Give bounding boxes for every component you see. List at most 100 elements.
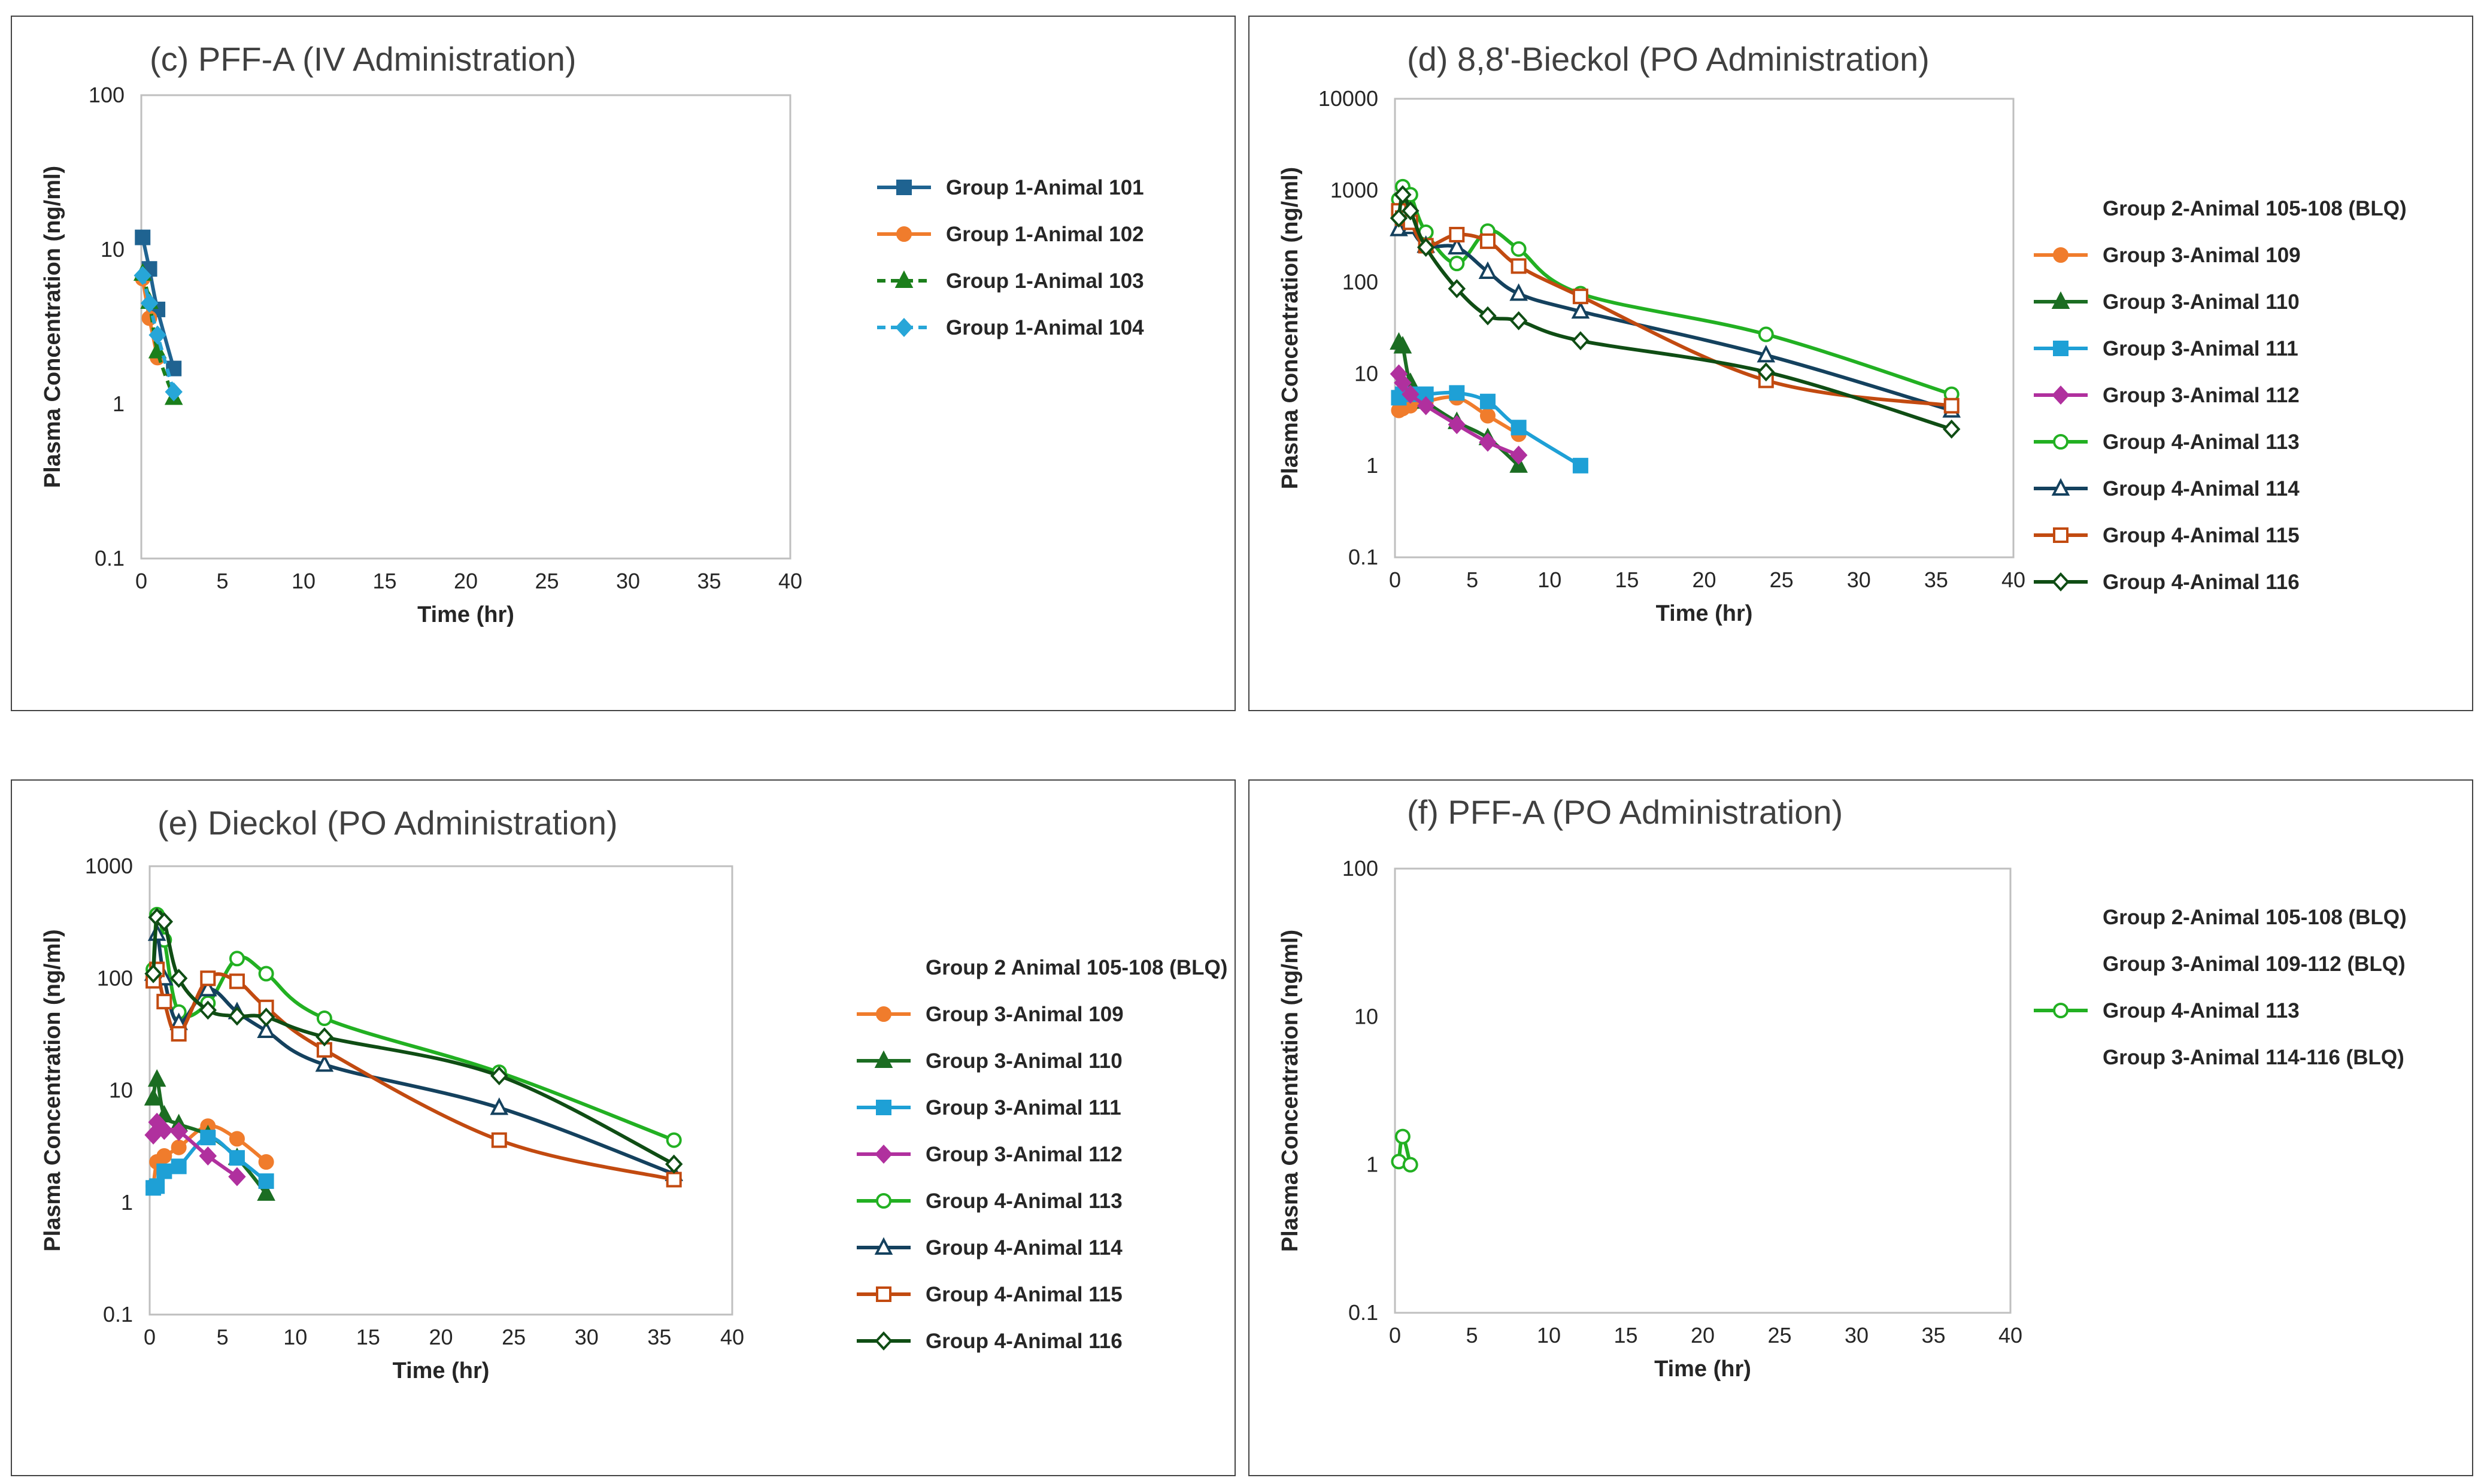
- legend-swatch-marker: [894, 270, 914, 288]
- y-tick-label: 10: [109, 1078, 133, 1103]
- data-point: [1449, 256, 1465, 272]
- legend: Group 2-Animal 105-108 (BLQ) Group 3-Anim…: [2034, 906, 2407, 1069]
- legend-label: Group 4-Animal 115: [2103, 524, 2300, 547]
- data-point: [1943, 397, 1960, 414]
- x-tick-label: 25: [502, 1325, 526, 1349]
- plot-area: [140, 94, 791, 560]
- legend-note: Group 2-Animal 105-108 (BLQ): [2103, 906, 2407, 929]
- chart-title: (f) PFF-A (PO Administration): [1407, 793, 1843, 831]
- data-point: [316, 1010, 332, 1027]
- legend-entry-group-4-animal-115: Group 4-Animal 115: [2034, 524, 2300, 547]
- data-point: [199, 1146, 217, 1166]
- data-point: [1572, 289, 1588, 305]
- legend-note: Group 3-Animal 109-112 (BLQ): [2103, 952, 2406, 976]
- chart-title: (e) Dieckol (PO Administration): [157, 804, 618, 842]
- legend-swatch-marker: [874, 1237, 893, 1255]
- data-point: [156, 1148, 172, 1164]
- chart-svg-pffa-po: (f) PFF-A (PO Administration) 0 5 10 15 20 25 3…: [1278, 793, 2407, 1382]
- data-point: [1394, 373, 1412, 393]
- x-tick-label: 25: [1770, 567, 1794, 592]
- data-point: [1572, 457, 1588, 474]
- legend-label: Group 3-Animal 112: [926, 1143, 1123, 1166]
- data-point: [229, 951, 245, 967]
- legend-label: Group 4-Animal 113: [2103, 430, 2300, 454]
- data-point: [1390, 218, 1408, 236]
- data-point: [134, 266, 151, 286]
- x-tick-label: 5: [217, 1325, 229, 1349]
- data-point: [1942, 419, 1961, 439]
- y-tick-label: 10: [101, 237, 125, 262]
- legend-label: Group 1-Animal 102: [946, 223, 1144, 246]
- legend-swatch-marker: [2053, 1003, 2069, 1018]
- legend-swatch-marker: [875, 1331, 893, 1351]
- data-point: [1449, 385, 1465, 401]
- data-point: [257, 1183, 275, 1201]
- chart-svg-dieckol-po: (e) Dieckol (PO Administration) 0 5 10 15 20 2…: [40, 804, 1227, 1383]
- data-point: [144, 1088, 163, 1106]
- legend: Group 2 Animal 105-108 (BLQ) Group 3-Anim…: [857, 956, 1227, 1353]
- data-point: [156, 1163, 172, 1179]
- x-tick-label: 25: [535, 569, 559, 593]
- data-point: [228, 1167, 246, 1186]
- x-tick-label: 0: [1389, 567, 1401, 592]
- legend-entry-group-1-animal-104: Group 1-Animal 104: [877, 316, 1144, 339]
- x-tick-label: 40: [720, 1325, 744, 1349]
- data-point: [169, 1122, 188, 1142]
- series-group-3-animal-112: [144, 1112, 246, 1186]
- legend-swatch-marker: [876, 1100, 891, 1115]
- y-tick-label: 0.1: [103, 1302, 133, 1327]
- data-point: [200, 1130, 216, 1146]
- legend-entry-group-1-animal-101: Group 1-Animal 101: [877, 176, 1144, 199]
- data-point: [1757, 345, 1776, 363]
- legend-entry-group-4-animal-116: Group 4-Animal 116: [857, 1330, 1123, 1353]
- data-point: [229, 1131, 245, 1147]
- data-point: [490, 1097, 509, 1115]
- legend-label: Group 4-Animal 113: [926, 1189, 1123, 1213]
- x-tick-label: 35: [1924, 567, 1948, 592]
- data-point: [169, 969, 188, 988]
- chart-panel-dieckol-po: (e) Dieckol (PO Administration) 0 5 10 15 20 2…: [11, 779, 1236, 1476]
- data-point: [155, 1121, 174, 1140]
- chart-panel-bieckol-po: (d) 8,8'-Bieckol (PO Administration) 0 5 10…: [1248, 16, 2473, 711]
- x-tick-label: 5: [1466, 567, 1478, 592]
- x-tick-label: 15: [372, 569, 396, 593]
- data-point: [490, 1066, 508, 1086]
- legend-swatch-marker: [876, 1006, 891, 1022]
- y-tick-label: 10: [1354, 1004, 1378, 1028]
- data-point: [171, 1025, 187, 1042]
- legend-entry-group-4-animal-115: Group 4-Animal 115: [857, 1283, 1123, 1306]
- chart-svg-bieckol-po: (d) 8,8'-Bieckol (PO Administration)0 5 10…: [1278, 40, 2407, 626]
- data-point: [1479, 408, 1496, 424]
- x-axis-label: Time (hr): [1656, 601, 1753, 626]
- y-tick-label: 1: [1366, 1152, 1378, 1177]
- legend-label: Group 3-Animal 110: [926, 1049, 1123, 1073]
- legend-swatch-marker: [896, 180, 912, 195]
- data-point: [1402, 201, 1420, 221]
- legend-swatch-marker: [876, 1286, 891, 1302]
- x-tick-label: 20: [1692, 567, 1716, 592]
- legend-entry-group-4-animal-113: Group 4-Animal 113: [2034, 430, 2300, 454]
- legend-label: Group 3-Animal 109: [2103, 244, 2301, 267]
- data-point: [1478, 261, 1497, 279]
- data-point: [1509, 455, 1528, 473]
- data-point: [200, 970, 216, 987]
- legend-entry-group-3-animal-110: Group 3-Animal 110: [2034, 290, 2300, 314]
- legend-entry-group-4-animal-116: Group 4-Animal 116: [2034, 570, 2300, 594]
- x-tick-label: 0: [1389, 1323, 1401, 1348]
- legend-entry-group-3-animal-111: Group 3-Animal 111: [2034, 337, 2298, 360]
- legend-entry-group-4-animal-113: Group 4-Animal 113: [857, 1189, 1123, 1213]
- x-tick-label: 20: [1691, 1323, 1715, 1348]
- data-point: [1511, 420, 1527, 436]
- data-point: [1509, 283, 1528, 301]
- data-point: [1758, 326, 1774, 342]
- legend-label: Group 1-Animal 103: [946, 269, 1144, 293]
- chart-panel-pffa-iv: (c) PFF-A (IV Administration) 0 5 10 15 20 25 3…: [11, 16, 1236, 711]
- x-tick-label: 30: [1847, 567, 1871, 592]
- y-tick-label: 1: [121, 1190, 133, 1215]
- legend-swatch-marker: [2053, 434, 2069, 450]
- legend-swatch-marker: [2052, 572, 2070, 591]
- data-point: [166, 360, 182, 377]
- legend-entry-group-4-animal-113: Group 4-Animal 113: [2034, 999, 2300, 1022]
- legend-entry-group-1-animal-103: Group 1-Animal 103: [877, 269, 1144, 293]
- data-point: [1448, 279, 1466, 299]
